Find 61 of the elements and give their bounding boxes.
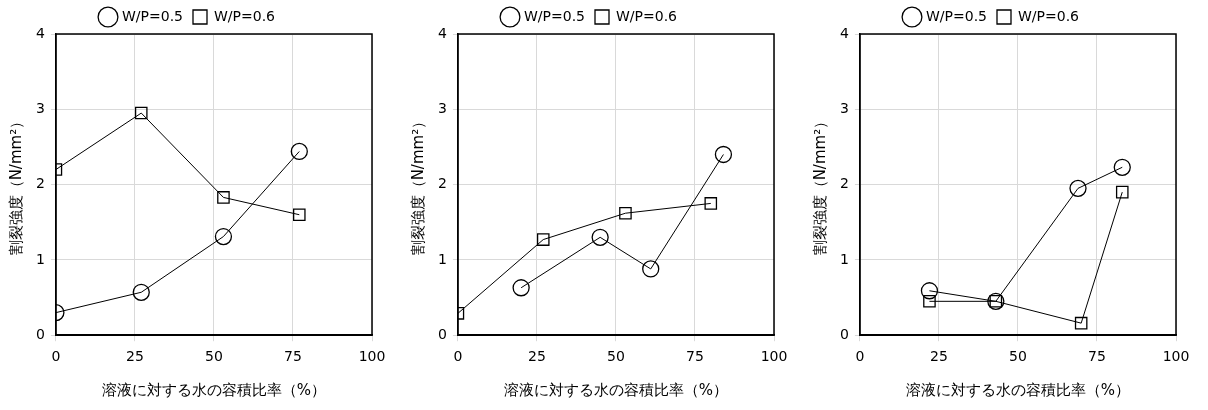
y-axis-title: 割裂強度（N/mm²） — [408, 113, 427, 256]
x-tick-label: 25 — [528, 348, 546, 365]
y-axis-title: 割裂強度（N/mm²） — [810, 113, 829, 256]
x-tick-label: 75 — [1088, 348, 1106, 365]
x-tick-label: 0 — [855, 348, 865, 365]
y-tick-label: 1 — [839, 250, 849, 267]
x-tick-label: 50 — [607, 348, 625, 365]
x-tick-label: 100 — [1162, 348, 1190, 365]
x-tick-label: 75 — [686, 348, 704, 365]
point — [536, 233, 550, 246]
y-tick-label: 1 — [35, 250, 45, 267]
x-tick-label: 0 — [453, 348, 463, 365]
y-tick-label: 0 — [839, 325, 849, 342]
legend-label: W/P=0.6 — [214, 7, 276, 24]
y-tick-label: 4 — [35, 24, 45, 41]
point — [132, 283, 150, 301]
point — [1074, 316, 1088, 330]
point — [619, 206, 632, 220]
y-tick-label: 2 — [437, 175, 447, 192]
point — [591, 228, 609, 246]
point — [923, 295, 936, 308]
y-tick-label: 0 — [35, 325, 45, 342]
x-axis-title: 溶液に対する水の容積比率（%） — [503, 380, 729, 399]
point — [704, 197, 718, 210]
point — [714, 145, 733, 164]
y-tick-label: 0 — [437, 325, 447, 342]
x-tick-label: 50 — [1009, 348, 1027, 365]
x-tick-label: 100 — [760, 348, 788, 365]
legend-label: W/P=0.6 — [1018, 7, 1080, 24]
x-axis-title: 溶液に対する水の容積比率（%） — [101, 380, 327, 399]
point — [134, 106, 148, 120]
y-tick-label: 4 — [839, 24, 849, 41]
y-tick-label: 2 — [839, 175, 849, 192]
legend-label: W/P=0.5 — [926, 7, 987, 24]
x-tick-label: 100 — [358, 348, 386, 365]
point — [1113, 158, 1131, 176]
point — [642, 260, 660, 278]
y-tick-label: 1 — [437, 250, 447, 267]
x-tick-label: 75 — [284, 348, 302, 365]
point — [292, 208, 306, 222]
point — [214, 227, 233, 246]
y-tick-label: 4 — [437, 24, 447, 41]
legend-label: W/P=0.6 — [616, 7, 678, 24]
point — [290, 142, 308, 161]
x-tick-label: 25 — [126, 348, 144, 365]
y-tick-label: 3 — [437, 99, 447, 116]
point — [512, 279, 530, 297]
point — [1069, 179, 1087, 198]
y-tick-label: 2 — [35, 175, 45, 192]
point — [920, 282, 939, 300]
y-axis-title: 割裂強度（N/mm²） — [6, 113, 25, 256]
x-tick-label: 25 — [930, 348, 948, 365]
y-tick-label: 3 — [35, 99, 45, 116]
x-axis-title: 溶液に対する水の容積比率（%） — [905, 380, 1131, 399]
legend-label: W/P=0.5 — [524, 7, 585, 24]
legend-label: W/P=0.5 — [122, 7, 183, 24]
point — [217, 191, 230, 204]
x-tick-label: 50 — [205, 348, 223, 365]
point — [1115, 185, 1129, 199]
x-tick-label: 0 — [51, 348, 61, 365]
y-tick-label: 3 — [839, 99, 849, 116]
